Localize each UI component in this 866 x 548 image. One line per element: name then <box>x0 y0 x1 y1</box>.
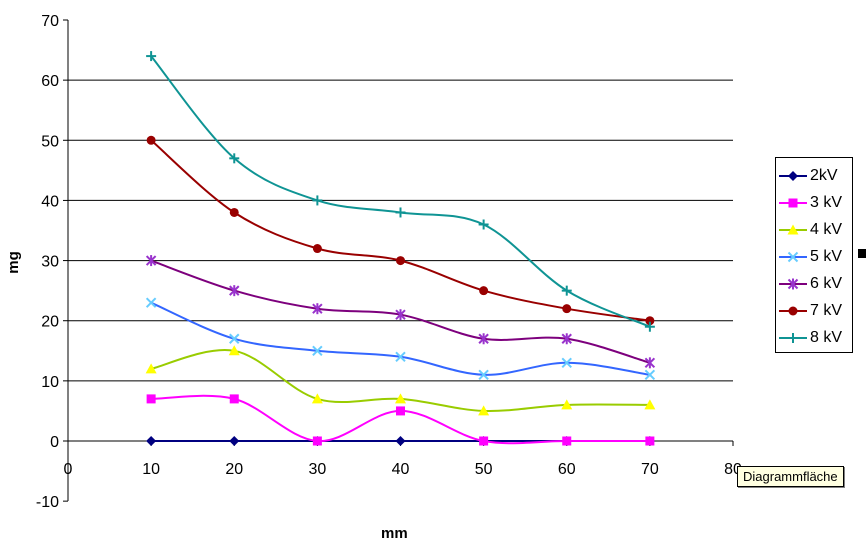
y-axis-title: mg <box>4 251 22 274</box>
x-tick-label: 10 <box>142 461 160 478</box>
series-marker-2kv <box>229 436 240 446</box>
y-tick-label: 60 <box>41 73 59 90</box>
series-marker-8kv <box>229 153 240 164</box>
series-marker-2kv <box>395 436 406 446</box>
legend-item-6kv[interactable]: 6 kV <box>776 270 852 297</box>
series-marker-8kv <box>561 285 572 296</box>
marker-square-icon <box>788 198 798 207</box>
series-marker-6kv <box>644 357 656 369</box>
series-marker-6kv <box>561 333 572 345</box>
series-marker-6kv <box>145 255 157 267</box>
series-marker-6kv <box>312 303 323 315</box>
x-axis-title: mm <box>381 525 408 542</box>
series-marker-4kv <box>145 363 157 374</box>
legend-asterisk-icon <box>779 278 807 289</box>
series-marker-5kv <box>561 357 572 369</box>
series-marker-2kv <box>146 436 157 446</box>
legend-label-8kv: 8 kV <box>810 328 843 346</box>
series-marker-6kv <box>395 309 406 321</box>
legend-label-4kv: 4 kV <box>810 220 843 238</box>
series-marker-3kv <box>562 436 572 446</box>
series-marker-8kv <box>312 195 323 206</box>
series-marker-6kv <box>478 333 489 345</box>
series-marker-5kv <box>145 297 157 308</box>
legend-item-7kv[interactable]: 7 kV <box>776 297 852 324</box>
legend-plus-icon <box>779 332 807 343</box>
legend-x-icon <box>779 251 807 262</box>
series-marker-8kv <box>395 207 406 218</box>
legend-item-3kv[interactable]: 3 kV <box>776 189 852 216</box>
legend[interactable]: 2kV 3 kV 4 kV 5 kV 6 kV 7 kV 8 kV <box>775 157 853 353</box>
series-marker-4kv <box>644 399 656 410</box>
x-tick-label: 60 <box>558 461 576 478</box>
series-marker-5kv <box>478 369 489 381</box>
series-marker-3kv <box>229 394 239 404</box>
legend-circle-icon <box>779 306 807 315</box>
marker-triangle-icon <box>787 224 799 234</box>
legend-label-5kv: 5 kV <box>810 247 843 265</box>
series-marker-7kv <box>479 286 489 296</box>
series-marker-3kv <box>479 436 489 446</box>
x-tick-label: 0 <box>64 461 73 478</box>
x-tick-label: 40 <box>392 461 410 478</box>
series-marker-4kv <box>395 393 406 404</box>
series-marker-7kv <box>396 256 405 266</box>
legend-label-2kv: 2kV <box>810 166 838 184</box>
legend-item-2kv[interactable]: 2kV <box>776 162 852 189</box>
series-marker-5kv <box>644 369 656 381</box>
series-marker-7kv <box>645 316 655 326</box>
x-tick-label: 30 <box>308 461 326 478</box>
series-marker-6kv <box>229 285 240 297</box>
series-marker-8kv <box>146 51 157 62</box>
x-tick-label: 50 <box>475 461 493 478</box>
y-tick-label: 30 <box>41 254 59 271</box>
chart-area-tooltip: Diagrammfläche <box>737 466 844 487</box>
marker-circle-icon <box>788 306 798 315</box>
legend-item-8kv[interactable]: 8 kV <box>776 324 852 351</box>
y-tick-label: 20 <box>41 314 59 331</box>
legend-label-7kv: 7 kV <box>810 301 843 319</box>
series-marker-4kv <box>311 393 323 404</box>
series-line-8kv[interactable] <box>150 55 651 328</box>
y-tick-label: 50 <box>41 133 59 150</box>
y-tick-label: 40 <box>41 193 59 210</box>
series-marker-5kv <box>312 345 323 356</box>
series-marker-3kv <box>396 406 405 416</box>
legend-label-6kv: 6 kV <box>810 274 843 292</box>
y-tick-label: -10 <box>36 494 59 511</box>
y-tick-label: 10 <box>41 374 59 391</box>
legend-triangle-icon <box>779 224 807 234</box>
legend-item-5kv[interactable]: 5 kV <box>776 243 852 270</box>
series-marker-3kv <box>146 394 156 404</box>
series-marker-8kv <box>644 321 655 332</box>
y-tick-label: 70 <box>41 13 59 30</box>
x-tick-label: 20 <box>225 461 243 478</box>
series-marker-7kv <box>312 244 322 254</box>
series-marker-7kv <box>146 135 156 145</box>
series-marker-4kv <box>478 405 490 416</box>
series-marker-4kv <box>228 345 240 356</box>
selection-handle[interactable] <box>858 249 866 258</box>
series-marker-3kv <box>312 436 322 446</box>
marker-diamond-icon <box>788 170 798 181</box>
series-marker-5kv <box>229 333 240 344</box>
legend-label-3kv: 3 kV <box>810 193 843 211</box>
x-tick-label: 70 <box>641 461 659 478</box>
y-tick-label: 0 <box>50 434 59 451</box>
series-marker-8kv <box>478 219 489 230</box>
marker-asterisk-icon <box>787 278 799 289</box>
series-marker-7kv <box>562 304 572 314</box>
legend-square-icon <box>779 198 807 207</box>
series-marker-4kv <box>561 399 573 410</box>
marker-x-icon <box>787 251 799 262</box>
legend-item-4kv[interactable]: 4 kV <box>776 216 852 243</box>
marker-plus-icon <box>788 332 798 343</box>
series-marker-3kv <box>645 436 655 446</box>
series-marker-7kv <box>229 207 239 217</box>
series-marker-5kv <box>395 351 406 363</box>
series-line-7kv[interactable] <box>150 139 651 322</box>
legend-diamond-icon <box>779 170 807 181</box>
